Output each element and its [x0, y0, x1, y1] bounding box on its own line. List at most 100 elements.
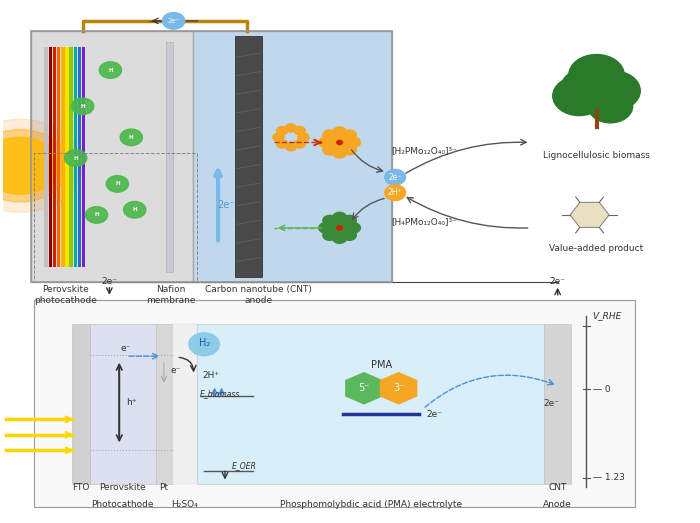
Text: h⁺: h⁺	[126, 398, 136, 407]
Circle shape	[323, 145, 337, 155]
FancyBboxPatch shape	[197, 324, 545, 484]
Text: 5⁻: 5⁻	[358, 383, 370, 393]
FancyBboxPatch shape	[173, 324, 197, 484]
Text: E_OER: E_OER	[232, 461, 257, 470]
Circle shape	[587, 71, 640, 110]
Circle shape	[120, 129, 142, 145]
FancyBboxPatch shape	[57, 47, 60, 267]
FancyBboxPatch shape	[34, 300, 635, 507]
Text: V_RHE: V_RHE	[592, 311, 622, 320]
Circle shape	[331, 137, 348, 149]
Text: 2e⁻: 2e⁻	[102, 277, 118, 286]
Text: E_biomass: E_biomass	[199, 389, 239, 398]
Text: Carbon nanotube (CNT)
anode: Carbon nanotube (CNT) anode	[205, 286, 312, 305]
Circle shape	[273, 133, 284, 141]
Circle shape	[323, 215, 337, 226]
FancyBboxPatch shape	[193, 31, 392, 282]
FancyBboxPatch shape	[72, 324, 90, 484]
Circle shape	[337, 226, 342, 230]
FancyBboxPatch shape	[166, 42, 173, 272]
Text: e⁻: e⁻	[120, 344, 131, 353]
Circle shape	[562, 70, 603, 101]
Text: Photocathode: Photocathode	[91, 500, 153, 509]
Text: H: H	[129, 135, 134, 140]
Circle shape	[99, 62, 122, 78]
Circle shape	[342, 145, 356, 155]
Circle shape	[385, 169, 405, 185]
Circle shape	[294, 140, 305, 148]
FancyBboxPatch shape	[82, 47, 85, 267]
FancyBboxPatch shape	[65, 47, 69, 267]
Text: 2e⁻: 2e⁻	[550, 277, 566, 286]
Text: 2e⁻: 2e⁻	[218, 200, 235, 210]
Text: Phosphomolybdic acid (PMA) electrolyte: Phosphomolybdic acid (PMA) electrolyte	[280, 500, 462, 509]
Circle shape	[331, 222, 348, 234]
Circle shape	[318, 223, 332, 233]
Text: Lignocellulosic biomass: Lignocellulosic biomass	[543, 151, 650, 160]
Circle shape	[71, 98, 94, 115]
Circle shape	[0, 130, 69, 202]
FancyBboxPatch shape	[78, 47, 81, 267]
Circle shape	[568, 54, 624, 96]
Circle shape	[286, 142, 297, 151]
Text: 3⁻: 3⁻	[393, 383, 404, 393]
FancyBboxPatch shape	[74, 47, 77, 267]
Circle shape	[276, 140, 288, 148]
Text: Nafion
membrane: Nafion membrane	[146, 286, 195, 305]
Circle shape	[588, 90, 633, 123]
FancyBboxPatch shape	[90, 324, 155, 484]
Text: — 1.23: — 1.23	[593, 473, 625, 482]
Text: CNT: CNT	[549, 483, 567, 492]
Circle shape	[286, 124, 297, 132]
FancyBboxPatch shape	[48, 47, 52, 267]
Text: 2H⁺: 2H⁺	[202, 371, 220, 380]
Text: H: H	[94, 212, 99, 218]
Text: Pt: Pt	[160, 483, 169, 492]
FancyBboxPatch shape	[31, 31, 193, 282]
Text: H: H	[115, 181, 120, 186]
Text: H: H	[132, 207, 137, 212]
Circle shape	[318, 138, 332, 147]
Text: [H₂PMo₁₂O₄₀]³⁻: [H₂PMo₁₂O₄₀]³⁻	[392, 146, 458, 155]
Circle shape	[189, 333, 219, 356]
Circle shape	[553, 76, 606, 116]
FancyBboxPatch shape	[61, 47, 64, 267]
Text: 2H⁺: 2H⁺	[388, 188, 402, 197]
Text: Perovskite: Perovskite	[99, 483, 146, 492]
Bar	[34, 153, 197, 282]
FancyBboxPatch shape	[155, 324, 173, 484]
Text: 2e⁻: 2e⁻	[389, 173, 402, 181]
FancyBboxPatch shape	[44, 47, 48, 267]
Circle shape	[342, 130, 356, 140]
Text: e⁻: e⁻	[171, 366, 181, 374]
Circle shape	[332, 127, 346, 138]
Circle shape	[332, 212, 346, 223]
Text: Perovskite
photocathode: Perovskite photocathode	[34, 286, 97, 305]
Text: 2e⁻: 2e⁻	[167, 18, 180, 24]
FancyBboxPatch shape	[235, 37, 262, 277]
Bar	[31, 31, 392, 282]
FancyBboxPatch shape	[69, 47, 73, 267]
Text: FTO: FTO	[72, 483, 89, 492]
Text: 2e⁻: 2e⁻	[543, 399, 559, 408]
Text: 2e⁻: 2e⁻	[426, 410, 442, 418]
FancyBboxPatch shape	[52, 47, 56, 267]
Circle shape	[323, 130, 337, 140]
Circle shape	[0, 119, 83, 212]
Text: H: H	[74, 155, 78, 161]
Text: H₂: H₂	[199, 338, 210, 348]
Circle shape	[276, 127, 288, 135]
Circle shape	[342, 215, 356, 226]
Circle shape	[346, 223, 360, 233]
Circle shape	[124, 201, 146, 218]
Text: H: H	[80, 104, 85, 109]
Circle shape	[323, 230, 337, 241]
Circle shape	[298, 133, 309, 141]
Circle shape	[332, 233, 346, 243]
Text: Value-added product: Value-added product	[550, 244, 644, 253]
Circle shape	[332, 147, 346, 158]
Circle shape	[294, 127, 305, 135]
Circle shape	[337, 140, 342, 144]
Circle shape	[106, 176, 129, 192]
Circle shape	[385, 185, 405, 200]
